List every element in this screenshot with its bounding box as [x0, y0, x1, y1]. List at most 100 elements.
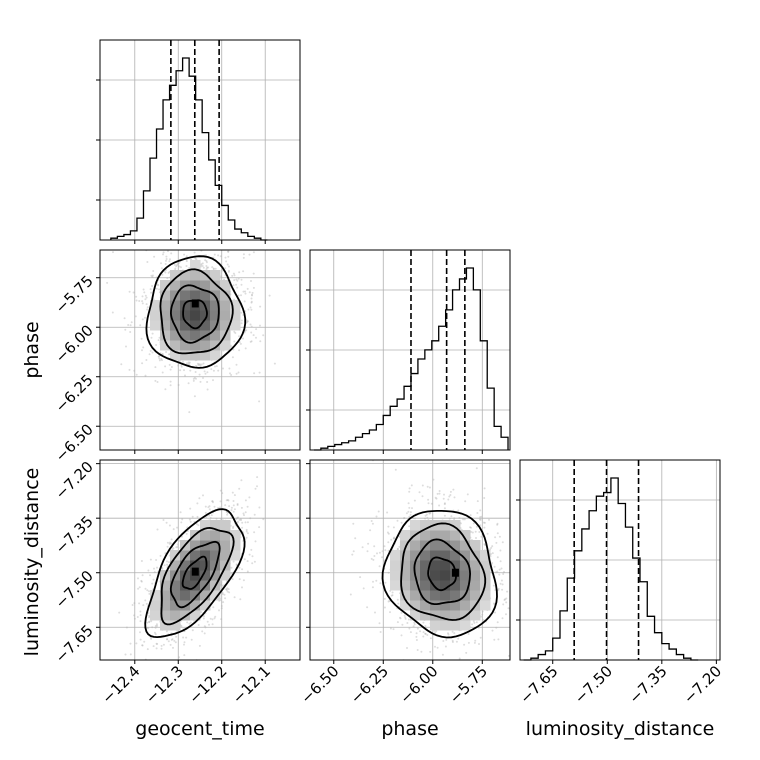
scatter-point [197, 624, 200, 626]
scatter-point [223, 593, 226, 596]
scatter-point [169, 380, 172, 383]
scatter-point [124, 328, 127, 331]
y-axis-label-phase: phase [21, 321, 43, 378]
scatter-point [399, 617, 402, 620]
density-cell [170, 600, 181, 611]
scatter-point [149, 574, 151, 577]
scatter-point [240, 311, 243, 314]
density-cell [190, 610, 201, 621]
density-cell [460, 620, 471, 631]
density-cell [420, 600, 431, 611]
scatter-point [241, 526, 244, 529]
scatter-point [238, 271, 241, 274]
scatter-point [217, 507, 220, 509]
scatter-point [262, 518, 265, 521]
y-axis-label-luminosity-distance: luminosity_distance [21, 468, 43, 657]
scatter-point [252, 286, 255, 289]
scatter-point [452, 488, 455, 491]
scatter-point [134, 315, 137, 318]
scatter-point [194, 371, 197, 373]
scatter-point [154, 626, 157, 629]
scatter-point [231, 356, 234, 359]
scatter-point [160, 357, 163, 360]
scatter-point [206, 388, 209, 391]
scatter-point [167, 250, 169, 253]
scatter-point [424, 632, 427, 635]
density-cell [210, 330, 221, 341]
scatter-point [238, 349, 241, 352]
scatter-point [500, 567, 503, 570]
scatter-point [408, 490, 411, 493]
scatter-point [187, 382, 190, 385]
contour-level-4 [145, 255, 247, 369]
scatter-point [230, 506, 233, 509]
scatter-point [161, 359, 163, 362]
scatter-point [132, 291, 135, 294]
scatter-point [171, 548, 174, 551]
scatter-point [493, 638, 496, 641]
scatter-point [135, 373, 138, 376]
scatter-point [140, 560, 143, 562]
scatter-point [125, 345, 127, 348]
scatter-point [467, 641, 470, 644]
scatter-point [198, 497, 201, 500]
scatter-point [120, 363, 123, 366]
scatter-point [207, 266, 210, 269]
scatter-point [210, 514, 213, 517]
scatter-point [161, 353, 164, 356]
scatter-point [245, 329, 248, 332]
scatter-point [143, 291, 146, 294]
scatter-point [430, 502, 433, 505]
scatter-point [221, 584, 224, 587]
density-cell [180, 610, 191, 621]
scatter-point [398, 545, 401, 548]
scatter-point [378, 551, 381, 554]
scatter-point [370, 557, 373, 560]
scatter-point [205, 254, 207, 257]
scatter-point [244, 290, 247, 293]
scatter-point [138, 300, 141, 302]
scatter-point [167, 353, 170, 356]
scatter-point [202, 617, 205, 620]
scatter-point [424, 514, 427, 517]
scatter-point [482, 521, 485, 524]
density-cell [440, 520, 451, 531]
density-cell [210, 550, 221, 561]
scatter-point [408, 506, 411, 509]
contour-level-2 [413, 538, 472, 605]
scatter-point [158, 357, 161, 360]
scatter-point [161, 273, 164, 276]
scatter-point [205, 261, 208, 264]
scatter-point [156, 643, 159, 645]
density-cell [480, 590, 491, 601]
scatter-point [375, 515, 378, 518]
scatter-point [391, 594, 394, 597]
scatter-point [189, 621, 192, 624]
density-cell [160, 610, 171, 621]
scatter-point [246, 287, 249, 290]
scatter-point [250, 297, 253, 300]
scatter-point [146, 308, 149, 311]
scatter-point [396, 547, 399, 550]
scatter-point [246, 570, 249, 573]
scatter-point [166, 277, 169, 280]
scatter-point [180, 625, 183, 628]
scatter-point [212, 369, 215, 372]
density-cell [430, 600, 441, 611]
scatter-point [185, 260, 188, 263]
x-axis-label-phase: phase [381, 718, 438, 740]
scatter-point [148, 590, 150, 593]
scatter-point [182, 360, 184, 363]
scatter-point [224, 267, 227, 270]
scatter-point [165, 521, 168, 524]
scatter-point [139, 614, 142, 617]
scatter-point [236, 503, 239, 505]
density-cell [220, 540, 231, 551]
scatter-point [359, 576, 362, 579]
scatter-point [144, 587, 147, 590]
scatter-point [471, 531, 474, 534]
scatter-point [165, 259, 167, 262]
scatter-point [258, 371, 261, 374]
scatter-point [246, 320, 249, 323]
density-cell [180, 350, 191, 361]
